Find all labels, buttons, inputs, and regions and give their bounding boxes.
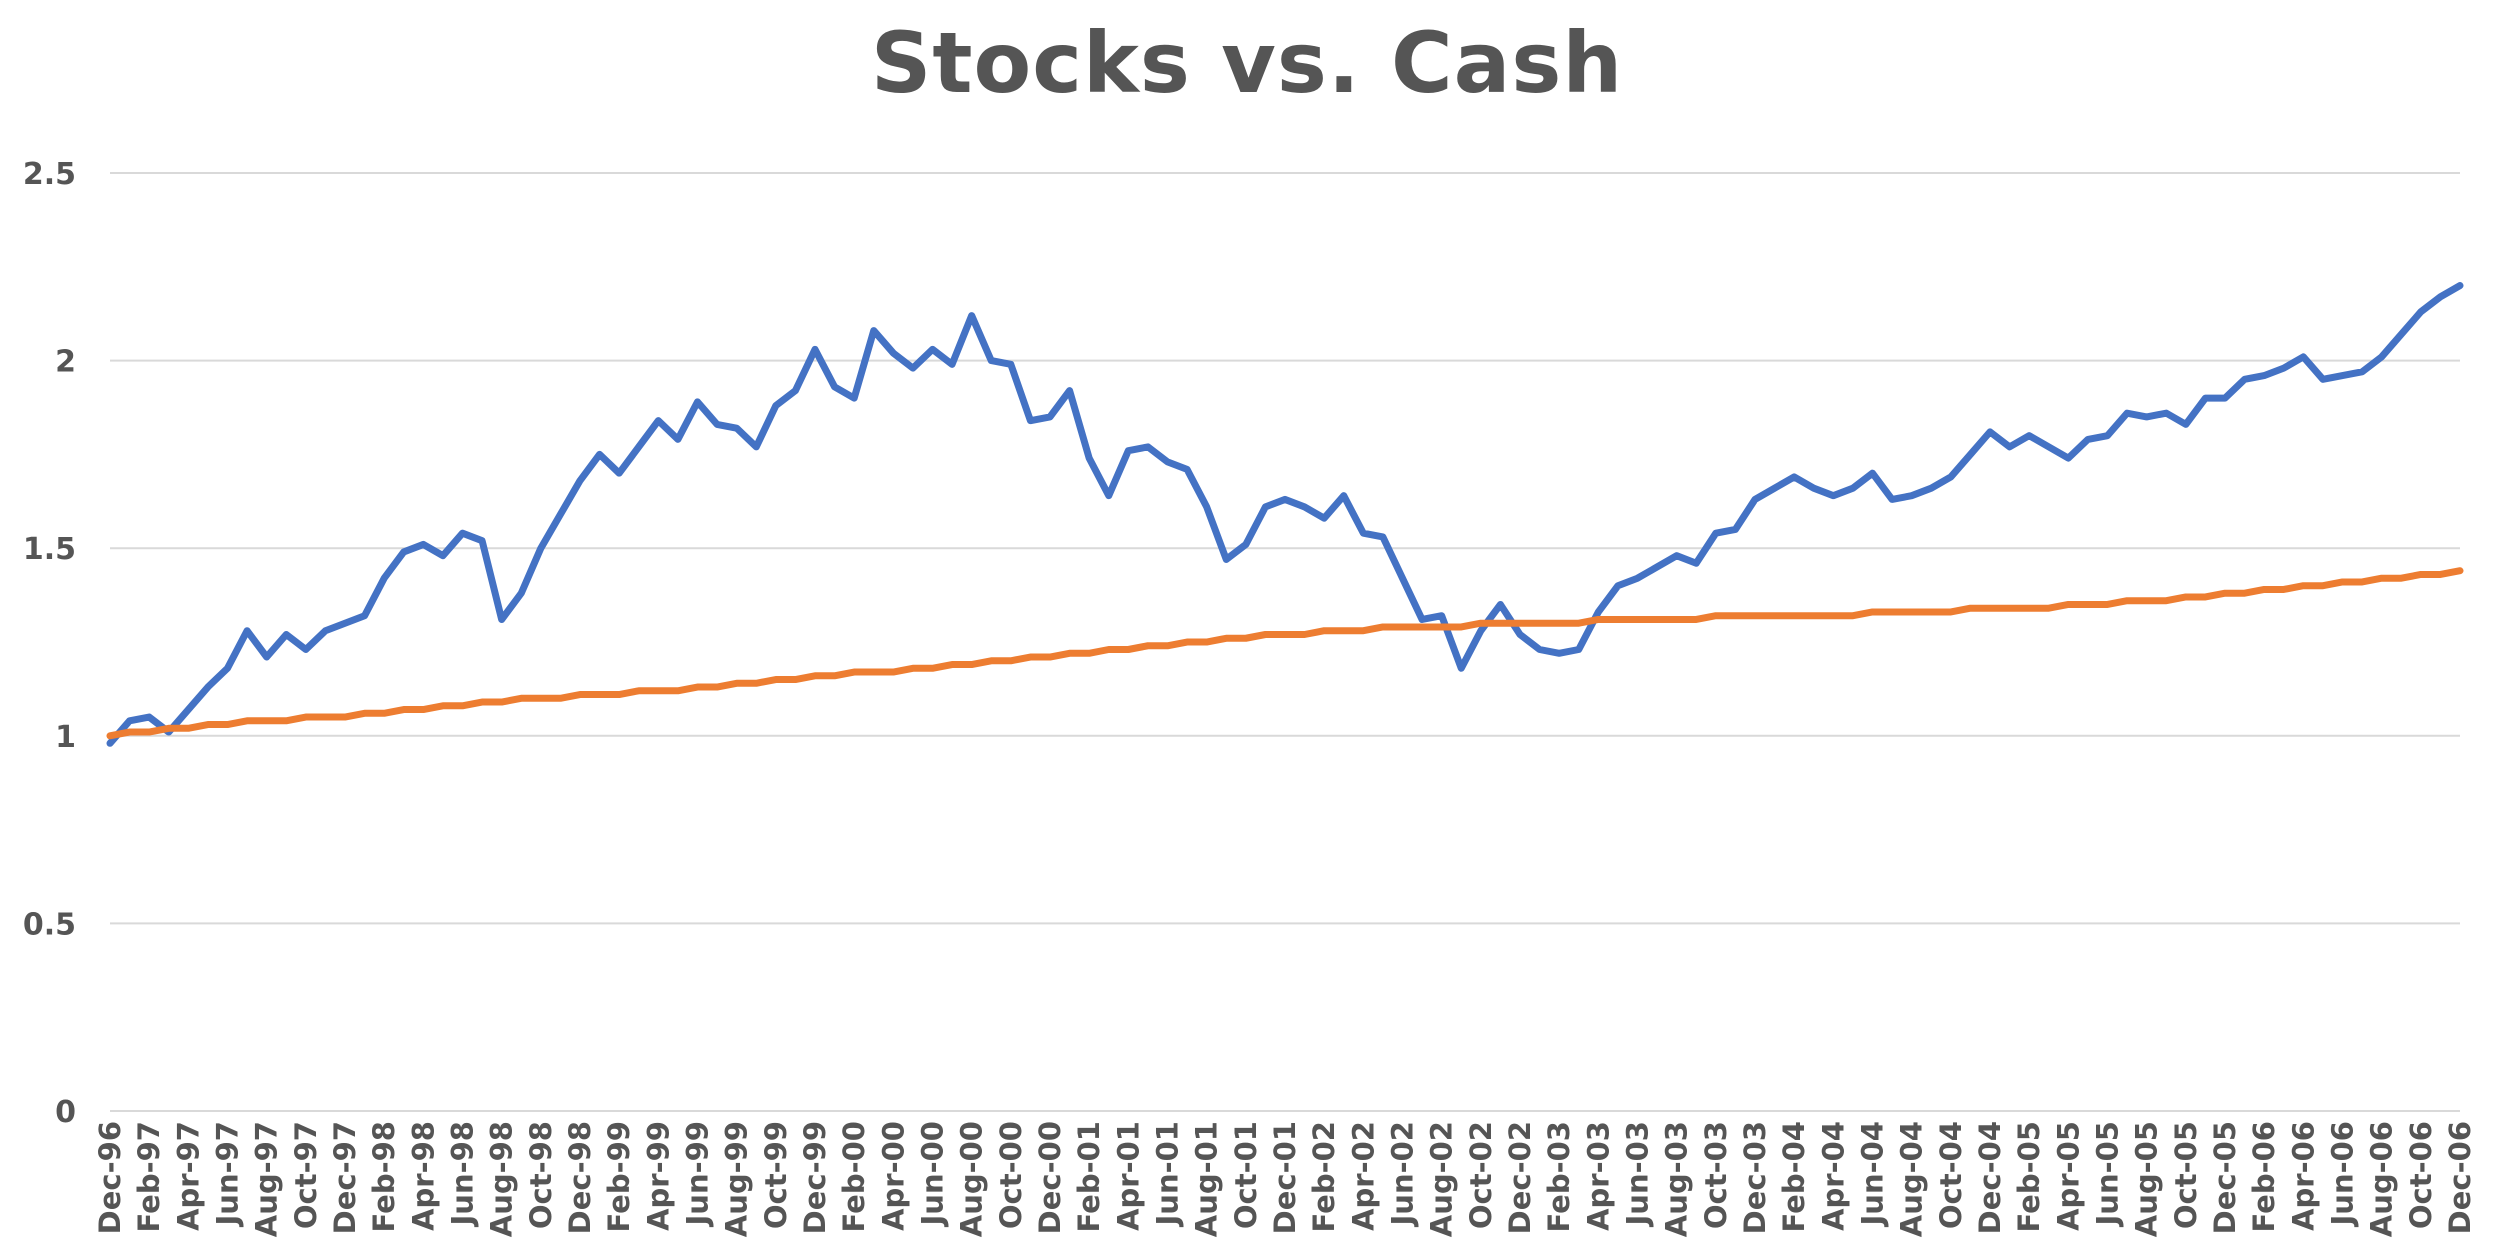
x-tick-label: Apr-04 <box>1816 1121 1850 1231</box>
x-tick-label: Aug-97 <box>250 1121 284 1237</box>
x-tick-label: Jun-98 <box>446 1121 480 1227</box>
x-tick-label: Oct-01 <box>1229 1121 1263 1229</box>
x-tick-label: Feb-04 <box>1777 1121 1811 1232</box>
y-tick-label: 2.5 <box>23 157 76 192</box>
x-tick-label: Oct-02 <box>1464 1121 1498 1229</box>
x-tick-label: Feb-05 <box>2012 1121 2046 1232</box>
x-tick-label: Dec-01 <box>1268 1121 1302 1234</box>
series-lines <box>106 282 2464 747</box>
x-tick-label: Dec-96 <box>93 1121 127 1234</box>
x-tick-label: Jun-03 <box>1621 1121 1655 1227</box>
x-tick-label: Aug-99 <box>720 1121 754 1237</box>
x-tick-label: Jun-05 <box>2091 1121 2125 1227</box>
x-tick-label: Aug-06 <box>2365 1121 2399 1237</box>
x-tick-label: Dec-05 <box>2208 1121 2242 1234</box>
x-tick-label: Feb-06 <box>2247 1121 2281 1232</box>
x-tick-label: Oct-97 <box>289 1121 323 1229</box>
y-tick-label: 0.5 <box>23 907 76 942</box>
x-tick-label: Dec-00 <box>1033 1121 1067 1234</box>
x-tick-label: Dec-03 <box>1738 1121 1772 1234</box>
x-tick-label: Feb-01 <box>1072 1121 1106 1232</box>
x-tick-label: Oct-00 <box>994 1121 1028 1229</box>
x-tick-label: Dec-98 <box>563 1121 597 1234</box>
x-tick-label: Oct-99 <box>759 1121 793 1229</box>
x-tick-label: Aug-02 <box>1425 1121 1459 1237</box>
y-axis-ticks: 0 0.5 1 1.5 2 2.5 <box>23 157 76 1130</box>
x-tick-label: Feb-98 <box>367 1121 401 1232</box>
x-tick-label: Feb-97 <box>132 1121 166 1232</box>
y-tick-label: 1 <box>55 720 76 755</box>
x-tick-label: Aug-98 <box>485 1121 519 1237</box>
x-tick-label: Oct-06 <box>2404 1121 2438 1229</box>
x-tick-label: Apr-99 <box>641 1121 675 1231</box>
x-tick-label: Jun-06 <box>2326 1121 2360 1227</box>
x-tick-label: Jun-02 <box>1386 1121 1420 1227</box>
x-tick-label: Aug-00 <box>955 1121 989 1237</box>
x-tick-label: Dec-06 <box>2443 1121 2477 1234</box>
x-tick-label: Oct-98 <box>524 1121 558 1229</box>
x-tick-label: Feb-02 <box>1307 1121 1341 1232</box>
y-tick-label: 2 <box>55 345 76 380</box>
x-tick-label: Apr-00 <box>876 1121 910 1231</box>
x-tick-label: Feb-99 <box>602 1121 636 1232</box>
x-tick-label: Dec-99 <box>798 1121 832 1234</box>
x-tick-label: Apr-97 <box>171 1121 205 1231</box>
gridlines <box>110 172 2460 1112</box>
x-tick-label: Feb-03 <box>1542 1121 1576 1232</box>
x-tick-label: Aug-05 <box>2130 1121 2164 1237</box>
y-tick-label: 0 <box>55 1095 76 1130</box>
x-tick-label: Aug-03 <box>1660 1121 1694 1237</box>
x-tick-label: Apr-01 <box>1111 1121 1145 1231</box>
y-tick-label: 1.5 <box>23 532 76 567</box>
x-tick-label: Apr-05 <box>2051 1121 2085 1231</box>
x-tick-label: Aug-01 <box>1190 1121 1224 1237</box>
x-tick-label: Oct-04 <box>1934 1121 1968 1229</box>
x-tick-label: Aug-04 <box>1895 1121 1929 1237</box>
x-tick-label: Apr-02 <box>1346 1121 1380 1231</box>
x-axis-ticks: Dec-96 Feb-97 Apr-97 Jun-97 Aug-97 Oct-97 Dec-… <box>93 1121 2477 1237</box>
x-tick-label: Apr-03 <box>1581 1121 1615 1231</box>
x-tick-label: Jun-01 <box>1151 1121 1185 1227</box>
chart-title: Stocks vs. Cash <box>870 14 1624 112</box>
x-tick-label: Dec-97 <box>328 1121 362 1234</box>
x-tick-label: Apr-98 <box>406 1121 440 1231</box>
x-tick-label: Oct-05 <box>2169 1121 2203 1229</box>
x-tick-label: Jun-97 <box>211 1121 245 1227</box>
x-tick-label: Dec-02 <box>1503 1121 1537 1234</box>
series-line-1 <box>106 282 2464 747</box>
x-tick-label: Dec-04 <box>1973 1121 2007 1234</box>
x-tick-label: Oct-03 <box>1699 1121 1733 1229</box>
x-tick-label: Feb-00 <box>837 1121 871 1232</box>
x-tick-label: Jun-99 <box>681 1121 715 1227</box>
x-tick-label: Jun-00 <box>916 1121 950 1227</box>
x-tick-label: Jun-04 <box>1856 1121 1890 1227</box>
x-tick-label: Apr-06 <box>2286 1121 2320 1231</box>
series-line-2 <box>106 567 2464 740</box>
